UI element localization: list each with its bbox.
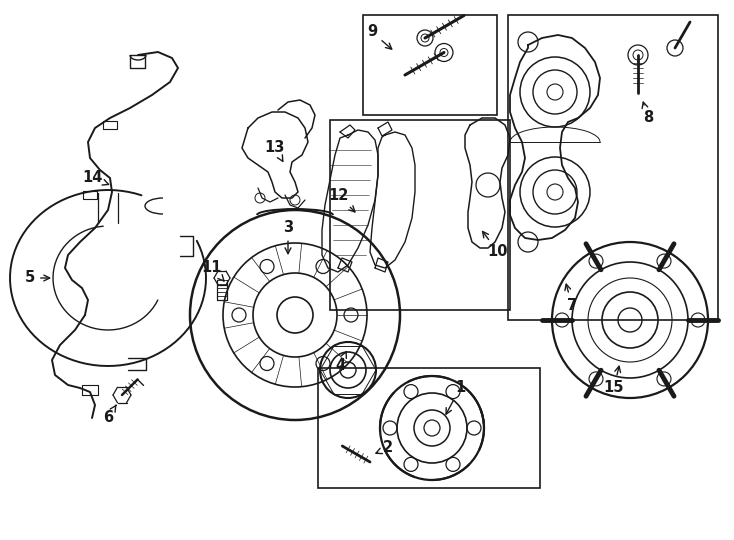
Text: 15: 15	[604, 366, 624, 395]
Text: 7: 7	[565, 284, 577, 313]
Text: 3: 3	[283, 220, 293, 254]
Text: 1: 1	[446, 381, 465, 414]
Bar	[363, 15, 497, 115]
Text: 6: 6	[103, 405, 116, 426]
Text: 9: 9	[367, 24, 392, 49]
Text: 10: 10	[482, 232, 508, 260]
Bar	[318, 368, 540, 488]
Text: 11: 11	[202, 260, 224, 281]
Text: 14: 14	[81, 171, 109, 186]
Text: 5: 5	[25, 271, 50, 286]
Bar	[508, 15, 718, 320]
Text: 4: 4	[335, 352, 346, 373]
Text: 13: 13	[265, 140, 286, 161]
Text: 2: 2	[376, 441, 393, 456]
Bar	[330, 120, 510, 310]
Text: 12: 12	[328, 187, 355, 212]
Text: 8: 8	[642, 102, 653, 125]
